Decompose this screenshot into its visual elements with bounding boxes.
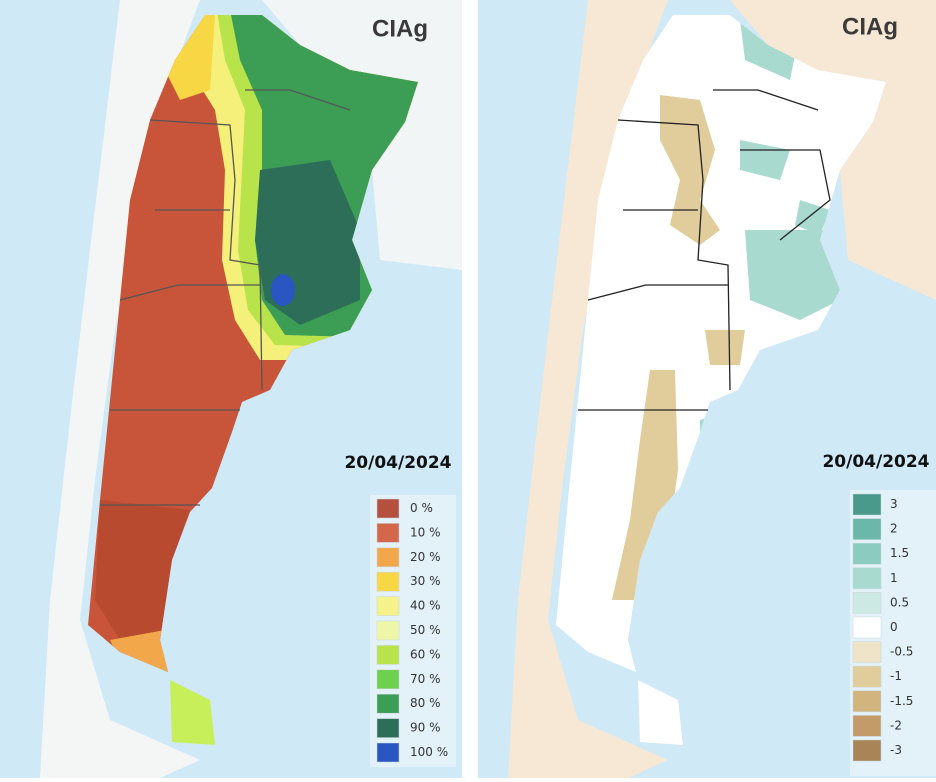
- legend-swatch: [852, 641, 882, 663]
- legend-label: 70 %: [410, 672, 441, 686]
- legend: 3 2 1.5 1 0.5 0 -0.5 -1 -1.5 -2 -3: [852, 493, 913, 762]
- panel-left: CIAg 20/04/2024 0 % 10 % 20 % 30 % 40 % 50 % 6…: [0, 0, 462, 778]
- legend-label: 100 %: [410, 745, 448, 759]
- legend-swatch: [852, 567, 882, 590]
- legend-swatch: [376, 523, 400, 543]
- legend-swatch: [376, 596, 400, 616]
- legend-swatch: [852, 493, 882, 516]
- legend-label: 10 %: [410, 525, 441, 539]
- legend: 0 % 10 % 20 % 30 % 40 % 50 % 60 % 70 % 80 % 90 % 1…: [376, 498, 448, 763]
- legend-swatch: [376, 718, 400, 738]
- legend-swatch: [852, 665, 882, 688]
- legend-label: -1: [890, 669, 902, 683]
- date: 20/04/2024: [344, 453, 451, 473]
- legend-label: 20 %: [410, 550, 441, 564]
- legend-label: 30 %: [410, 574, 441, 588]
- legend-label: 1: [890, 571, 898, 585]
- chile: [508, 0, 668, 778]
- neighbors: [262, 0, 462, 270]
- legend-label: 3: [890, 497, 898, 511]
- legend-label: -3: [890, 743, 902, 757]
- legend-swatch: [376, 571, 400, 592]
- province-borders: [578, 89, 831, 411]
- legend-label: 50 %: [410, 623, 441, 637]
- legend-label: -1.5: [890, 694, 913, 708]
- legend-label: 40 %: [410, 599, 441, 613]
- legend-label: 80 %: [410, 696, 441, 710]
- tierra-del-fuego: [170, 680, 215, 745]
- logo: CIAg: [372, 15, 428, 42]
- legend-label: -0.5: [890, 645, 913, 659]
- legend-label: -2: [890, 718, 902, 732]
- legend-swatch: [852, 592, 882, 614]
- tierra-del-fuego: [638, 680, 683, 745]
- legend-label: 1.5: [890, 546, 909, 560]
- legend-label: 0: [890, 620, 898, 634]
- legend-swatch: [852, 715, 882, 737]
- legend-swatch: [376, 669, 400, 690]
- legend-swatch: [376, 547, 400, 568]
- legend-swatch: [852, 616, 882, 639]
- province-borders: [100, 89, 351, 506]
- logo: CIAg: [842, 13, 898, 40]
- legend-swatch: [852, 518, 882, 540]
- panel-right: CIAg 20/04/2024 3 2 1.5 1 0.5 0 -0.5 -1 -1.5 -2 -3: [478, 0, 936, 778]
- legend-swatch: [376, 645, 400, 665]
- date: 20/04/2024: [822, 452, 929, 472]
- legend-swatch: [376, 620, 400, 641]
- neighbors: [730, 0, 936, 300]
- legend-swatch: [852, 542, 882, 565]
- legend-label: 2: [890, 522, 898, 536]
- legend-swatch: [852, 739, 882, 762]
- legend-label: 60 %: [410, 647, 441, 661]
- legend-swatch: [852, 690, 882, 713]
- chile: [40, 0, 200, 778]
- legend-label: 90 %: [410, 721, 441, 735]
- legend-swatch: [376, 498, 400, 519]
- legend-swatch: [376, 742, 400, 763]
- legend-label: 0 %: [410, 501, 433, 515]
- legend-label: 0.5: [890, 595, 909, 609]
- legend-swatch: [376, 693, 400, 714]
